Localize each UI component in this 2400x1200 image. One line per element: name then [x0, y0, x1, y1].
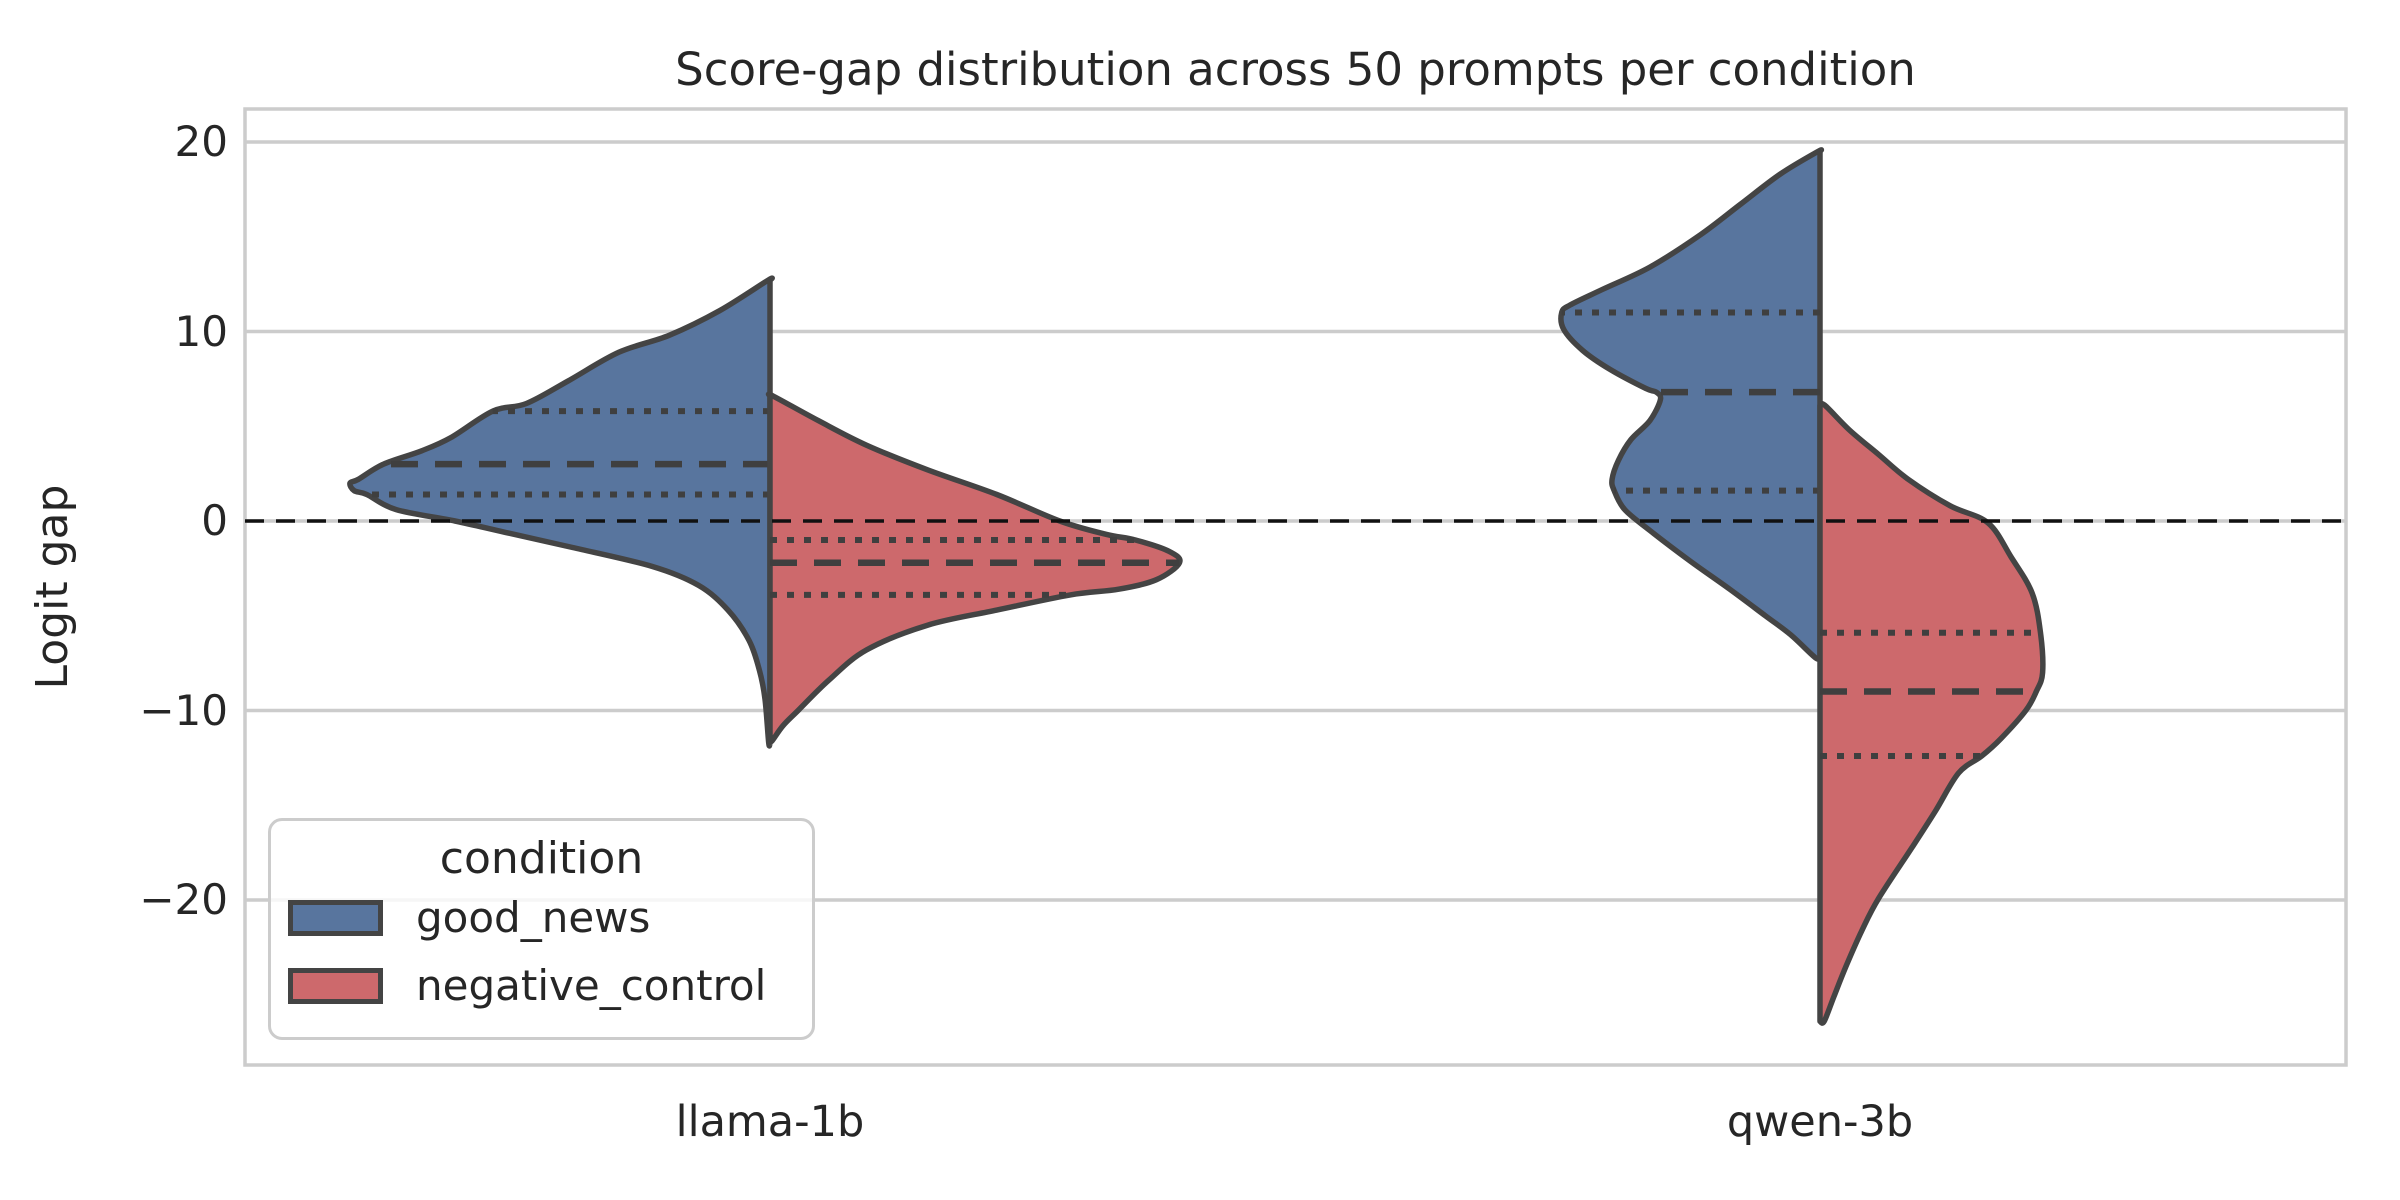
chart-title: Score-gap distribution across 50 prompts…: [675, 43, 1916, 96]
y-tick-label-minus20: −20: [139, 875, 228, 924]
legend-label-good-news: good_news: [416, 893, 651, 942]
legend-label-negative-control: negative_control: [416, 961, 767, 1010]
y-tick-label-20: 20: [174, 117, 228, 166]
x-tick-label-llama-1b: llama-1b: [675, 1097, 865, 1147]
x-tick-label-qwen-3b: qwen-3b: [1726, 1097, 1914, 1147]
legend-swatch-negative-control: [288, 968, 383, 1004]
legend-swatch-good-news: [288, 900, 383, 936]
y-tick-label-minus10: −10: [139, 685, 228, 735]
legend-item-good-news: good_news: [288, 897, 812, 939]
y-tick-label-10: 10: [174, 306, 228, 356]
legend-item-negative-control: negative_control: [288, 965, 812, 1007]
legend: condition good_news negative_control: [268, 818, 815, 1040]
legend-title: condition: [439, 833, 644, 884]
y-tick-label-0: 0: [201, 496, 228, 545]
